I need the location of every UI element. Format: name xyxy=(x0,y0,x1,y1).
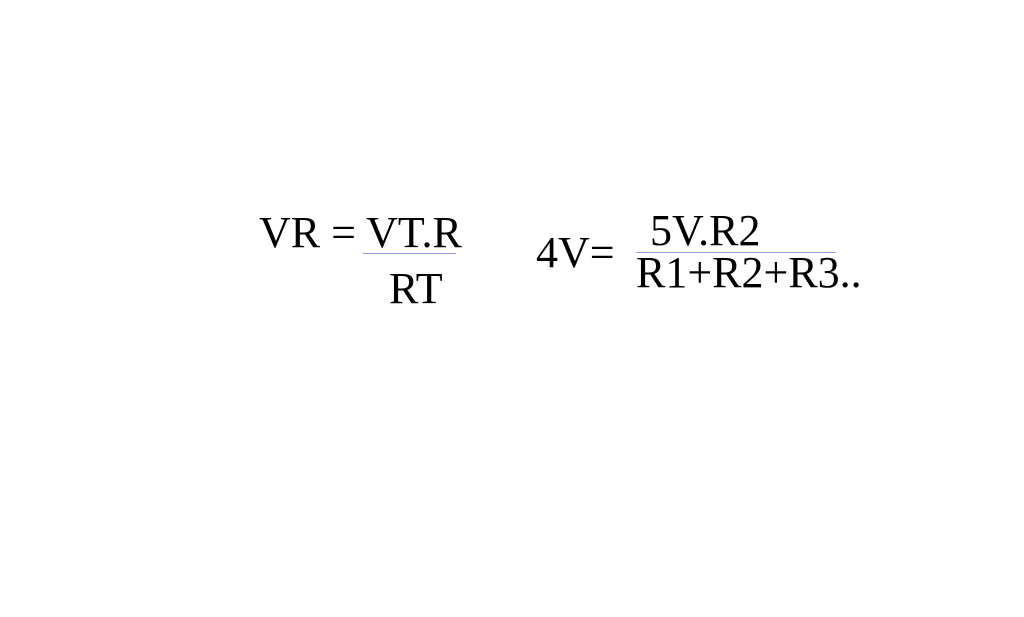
formula2-numerator: 5V.R2 xyxy=(650,206,761,255)
formula1-denominator: RT xyxy=(389,264,443,313)
formula2-lhs: 4V= xyxy=(536,228,615,277)
formula2-denominator: R1+R2+R3.. xyxy=(636,248,862,297)
fraction-bar xyxy=(636,252,836,253)
formula1-lhs-numerator: VR = VT.R xyxy=(259,208,462,257)
fraction-bar xyxy=(363,253,456,254)
